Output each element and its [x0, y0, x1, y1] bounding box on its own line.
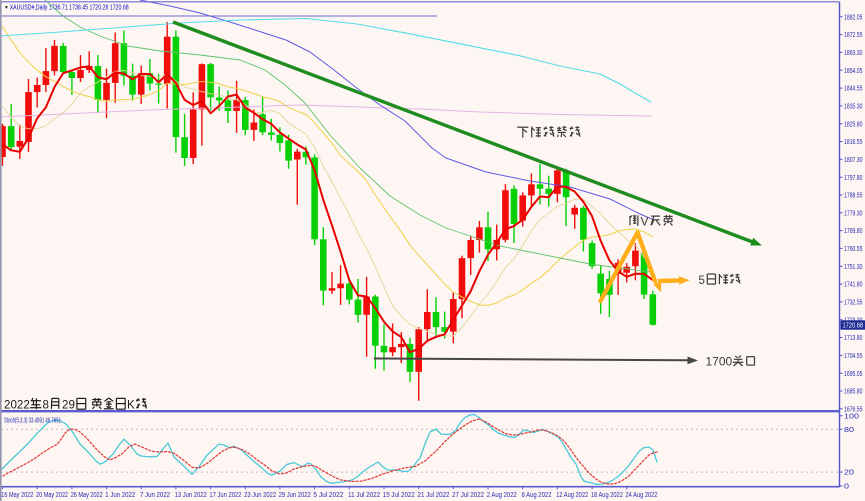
svg-text:1769.80: 1769.80	[844, 226, 863, 235]
svg-text:29: 29	[62, 398, 75, 411]
svg-text:100: 100	[844, 411, 859, 420]
svg-text:0: 0	[844, 482, 849, 491]
svg-text:7 Jun 2022: 7 Jun 2022	[140, 490, 170, 499]
svg-text:15 Jul 2022: 15 Jul 2022	[383, 490, 415, 499]
svg-text:26 May 2022: 26 May 2022	[71, 490, 103, 499]
svg-text:1779.30: 1779.30	[844, 208, 863, 217]
svg-text:1863.30: 1863.30	[844, 48, 863, 57]
svg-text:1835.30: 1835.30	[844, 102, 863, 111]
svg-text:1732.55: 1732.55	[844, 298, 863, 307]
svg-text:5 Jul 2022: 5 Jul 2022	[313, 490, 343, 499]
svg-text:1751.30: 1751.30	[844, 262, 863, 271]
svg-text:1854.05: 1854.05	[844, 66, 863, 75]
svg-text:29 Jun 2022: 29 Jun 2022	[279, 490, 311, 499]
svg-text:V: V	[641, 215, 649, 229]
svg-text:80: 80	[844, 425, 854, 434]
svg-text:2 Aug 2022: 2 Aug 2022	[487, 490, 517, 499]
svg-text:1872.55: 1872.55	[844, 30, 863, 39]
svg-text:Stoch(5,3,3) 33.4991 46.7651: Stoch(5,3,3) 33.4991 46.7651	[4, 416, 61, 425]
svg-text:1788.55: 1788.55	[844, 191, 863, 200]
svg-text:1741.80: 1741.80	[844, 280, 863, 289]
svg-text:17 Jun 2022: 17 Jun 2022	[209, 490, 241, 499]
svg-text:1816.55: 1816.55	[844, 137, 863, 146]
svg-text:27 Jul 2022: 27 Jul 2022	[452, 490, 484, 499]
svg-text:12 Aug 2022: 12 Aug 2022	[556, 490, 588, 499]
svg-text:1704.55: 1704.55	[844, 351, 863, 360]
svg-text:1700: 1700	[706, 355, 733, 369]
svg-text:21 Jul 2022: 21 Jul 2022	[418, 490, 450, 499]
svg-text:1723.30: 1723.30	[844, 315, 863, 324]
svg-text:1797.80: 1797.80	[844, 173, 863, 182]
svg-text:11 Jul 2022: 11 Jul 2022	[348, 490, 380, 499]
svg-text:1 Jun 2022: 1 Jun 2022	[105, 490, 135, 499]
svg-text:5: 5	[699, 275, 705, 287]
svg-text:20: 20	[844, 468, 854, 477]
svg-text:20 May 2022: 20 May 2022	[36, 490, 68, 499]
svg-text:8 Aug 2022: 8 Aug 2022	[522, 490, 552, 499]
svg-text:1825.80: 1825.80	[844, 119, 863, 128]
svg-text:1713.80: 1713.80	[844, 333, 863, 342]
svg-text:1844.55: 1844.55	[844, 84, 863, 93]
svg-text:1882.05: 1882.05	[844, 12, 863, 21]
svg-text:8: 8	[43, 398, 49, 411]
svg-text:18 Aug 2022: 18 Aug 2022	[591, 490, 623, 499]
svg-text:24 Aug 2022: 24 Aug 2022	[626, 490, 658, 499]
svg-text:23 Jun 2022: 23 Jun 2022	[244, 490, 276, 499]
svg-text:1720.68: 1720.68	[843, 321, 864, 330]
svg-text:1760.55: 1760.55	[844, 244, 863, 253]
svg-text:XAUUSD#,Daily 1736.71 1738.45: XAUUSD#,Daily 1736.71 1738.45 1720.28 17…	[10, 2, 129, 11]
svg-text:1695.05: 1695.05	[844, 369, 863, 378]
svg-text:1807.30: 1807.30	[844, 155, 863, 164]
svg-text:2022: 2022	[4, 398, 30, 411]
svg-text:1685.80: 1685.80	[844, 387, 863, 396]
svg-text:13 Jun 2022: 13 Jun 2022	[175, 490, 207, 499]
svg-text:1676.55: 1676.55	[844, 404, 863, 413]
svg-text:16 May 2022: 16 May 2022	[1, 490, 33, 499]
svg-text:K: K	[127, 398, 135, 411]
